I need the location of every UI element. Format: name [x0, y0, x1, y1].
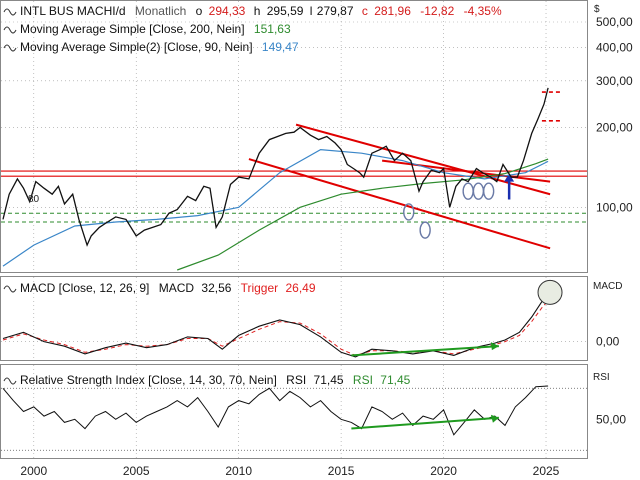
rsi-value: 71,45: [314, 373, 344, 387]
ma90-swatch-icon: [3, 44, 17, 52]
rsi-label: RSI: [286, 373, 306, 387]
breakout-arrow-head: [504, 173, 515, 182]
ma90-value: 149,47: [262, 40, 299, 54]
low-mark-oval: [462, 182, 474, 200]
ma200-swatch-icon: [3, 26, 17, 34]
macd-layer: [1, 279, 587, 358]
x-tick-label: 2020: [430, 464, 457, 478]
x-tick-label: 2010: [225, 464, 252, 478]
main-y-tick-label: 400,00: [596, 41, 633, 55]
open-label: o: [196, 4, 203, 18]
main-grid: [1, 1, 587, 458]
rsi-params: Relative Strength Index [Close, 14, 30, …: [20, 373, 277, 387]
rsi-signal-value: 71,45: [380, 373, 410, 387]
symbol-label: INTL BUS MACHI/d: [20, 4, 126, 18]
ma90-name: Moving Average Simple(2) [Close, 90, Nei…: [20, 40, 253, 54]
close-label: c: [362, 4, 368, 18]
main-header: INTL BUS MACHI/d Monatlich o 294,33 h 29…: [20, 4, 502, 18]
high-label: h: [254, 4, 261, 18]
interval-label: Monatlich: [135, 4, 186, 18]
ma200-name: Moving Average Simple [Close, 200, Nein]: [20, 22, 245, 36]
currency-label: $: [594, 4, 600, 15]
macd-divergence-line: [351, 345, 499, 357]
support-label: 80: [28, 194, 40, 205]
main-panel-frame: [0, 0, 588, 273]
change-value: -12,82: [420, 4, 454, 18]
price-line: [2, 87, 549, 247]
main-series: [2, 87, 549, 271]
macd-params: MACD [Close, 12, 26, 9]: [20, 281, 149, 295]
trigger-label: Trigger: [241, 281, 279, 295]
x-tick-label: 2025: [533, 464, 560, 478]
rsi-panel-frame: [0, 364, 588, 459]
rsi-layer: [1, 385, 587, 451]
rsi-axis-title: RSI: [593, 372, 610, 383]
x-tick-label: 2005: [123, 464, 150, 478]
macd-value: 32,56: [201, 281, 231, 295]
trend-channel-upper: [295, 123, 551, 196]
ma200-value: 151,63: [254, 22, 291, 36]
low-mark-oval: [472, 182, 485, 200]
trigger-line: [2, 300, 549, 356]
close-value: 281,96: [374, 4, 411, 18]
axis-layer: 500,00 400,00 300,00 200,00 100,00 2000 2005 20…: [3, 8, 633, 478]
main-annotations: [1, 91, 587, 250]
x-tick-label: 2000: [20, 464, 47, 478]
symbol-swatch-icon: [3, 8, 17, 16]
macd-y-tick-label: 0,00: [596, 335, 620, 349]
low-mark-oval: [482, 182, 495, 200]
rsi-signal-label: RSI: [353, 373, 373, 387]
macd-label: MACD: [159, 281, 195, 295]
macd-header: MACD [Close, 12, 26, 9] MACD 32,56 Trigg…: [20, 281, 316, 295]
macd-swatch-icon: [3, 285, 17, 293]
main-y-tick-label: 500,00: [596, 15, 633, 29]
trend-channel-lower: [248, 158, 551, 250]
macd-divergence-arrow: [490, 342, 499, 351]
rsi-header: Relative Strength Index [Close, 14, 30, …: [20, 373, 411, 387]
high-value: 295,59: [267, 4, 304, 18]
macd-highlight-circle: [537, 279, 563, 305]
rsi-line: [2, 385, 549, 436]
ma90-legend: Moving Average Simple(2) [Close, 90, Nei…: [20, 40, 299, 54]
low-value: 279,87: [317, 4, 354, 18]
extra-trend-line: [381, 159, 551, 183]
ma200-line: [176, 158, 549, 271]
rsi-swatch-icon: [3, 377, 17, 385]
low-label: l: [310, 4, 313, 18]
main-y-tick-label: 100,00: [596, 200, 633, 214]
main-y-tick-label: 300,00: [596, 74, 633, 88]
macd-axis-title: MACD: [593, 281, 622, 292]
change-pct-value: -4,35%: [464, 4, 502, 18]
low-mark-oval: [419, 221, 431, 239]
rsi-divergence-arrow: [490, 414, 499, 423]
macd-line: [2, 291, 549, 358]
main-y-tick-label: 200,00: [596, 120, 633, 134]
trigger-value: 26,49: [286, 281, 316, 295]
macd-panel-frame: [0, 276, 588, 361]
rsi-y-tick-label: 50,00: [596, 412, 626, 426]
x-tick-label: 2015: [328, 464, 355, 478]
rsi-divergence-line: [351, 416, 499, 430]
low-mark-oval: [403, 203, 415, 221]
ma200-legend: Moving Average Simple [Close, 200, Nein]…: [20, 22, 291, 36]
open-value: 294,33: [209, 4, 246, 18]
